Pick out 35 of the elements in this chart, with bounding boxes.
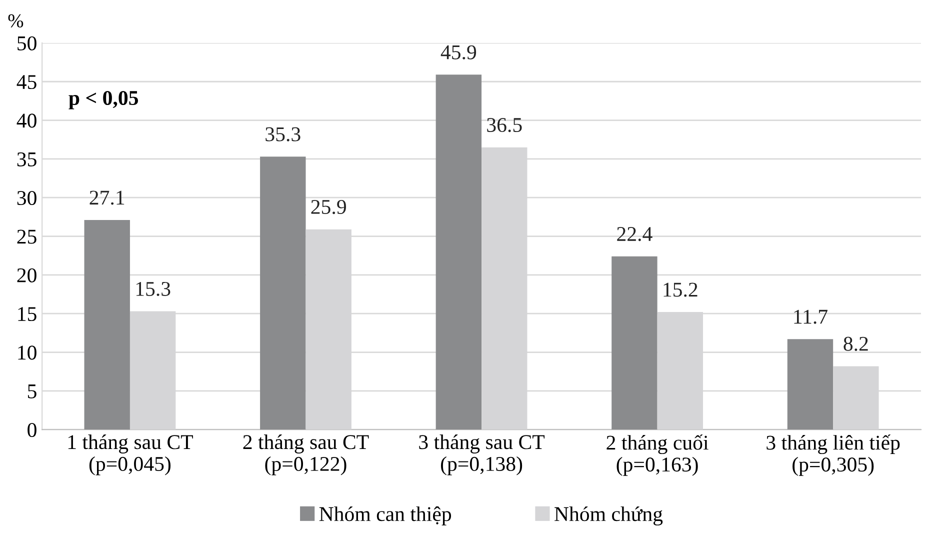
y-tick-label: 25: [17, 230, 36, 244]
x-tick-label: 2 tháng cuối (p=0,163): [606, 434, 708, 476]
legend-label: Nhóm chứng: [554, 506, 663, 526]
data-label: 11.7: [794, 310, 828, 324]
x-tick-label: 3 tháng liên tiếp (p=0,305): [766, 434, 900, 476]
y-tick-label: 30: [17, 190, 36, 206]
bar: [260, 156, 306, 430]
y-tick-label: 10: [18, 346, 36, 360]
y-tick-label: 0: [28, 422, 36, 438]
x-tick-label: 1 tháng sau CT (p=0,045): [68, 434, 193, 476]
data-label: 35.3: [266, 127, 300, 142]
y-tick-label: 20: [17, 268, 36, 282]
y-tick-label: 40: [16, 114, 36, 128]
data-label: 22.4: [617, 227, 652, 242]
y-tick-label: 45: [16, 75, 36, 90]
data-label: 15.3: [136, 282, 170, 296]
x-tick-label: 2 tháng sau CT (p=0,122): [243, 434, 369, 476]
bar: [787, 339, 834, 430]
data-label: 27.1: [90, 190, 124, 205]
data-label: 15.2: [664, 282, 698, 297]
y-axis-title: %: [8, 14, 24, 28]
data-label: 25.9: [311, 200, 346, 214]
data-label: 8.2: [844, 336, 868, 351]
bar: [612, 256, 658, 430]
x-tick-label: 3 tháng sau CT (p=0,138): [419, 434, 545, 476]
y-tick-label: 15: [18, 307, 36, 322]
bar: [436, 74, 482, 430]
annotation: p < 0,05: [68, 90, 138, 110]
legend-label: Nhóm can thiệp: [319, 506, 452, 526]
y-tick-label: 50: [18, 36, 36, 50]
y-tick-label: 5: [28, 384, 36, 398]
data-label: 45.9: [440, 45, 476, 60]
data-label: 36.5: [487, 118, 522, 132]
bar: [84, 220, 130, 430]
y-tick-label: 35: [17, 152, 36, 166]
